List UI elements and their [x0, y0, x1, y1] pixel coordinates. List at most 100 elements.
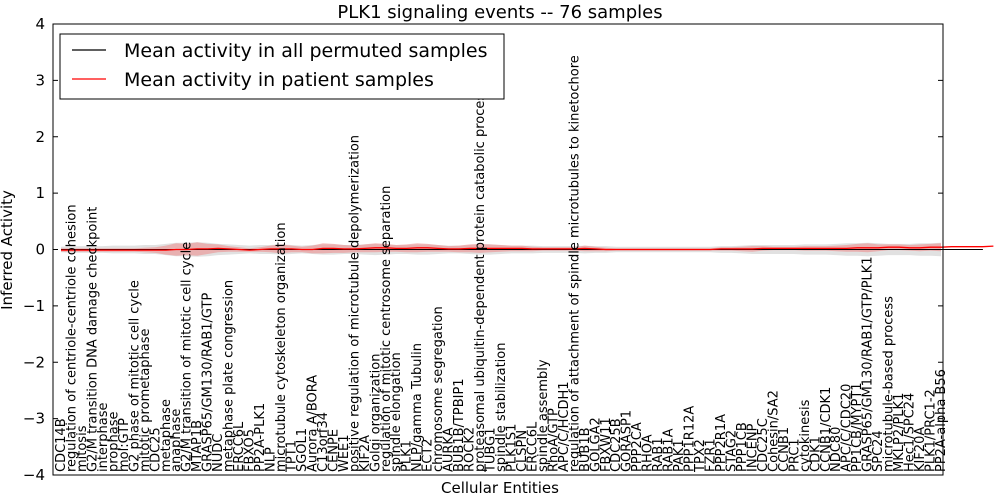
entity-label: positive regulation of microtubule depol…: [347, 135, 362, 472]
entity-label: TPT1: [284, 440, 299, 473]
entity-label: KIF20A: [913, 427, 928, 472]
entity-label: BUB1B/TPBIP1: [452, 378, 467, 472]
entity-label: AURKA: [442, 427, 457, 472]
entity-label: STAG2: [724, 430, 739, 472]
entity-label: RAB1: [651, 437, 666, 472]
entity-label: SPC24: [871, 430, 886, 472]
entity-label: metaphase: [159, 399, 174, 472]
legend-box: [59, 33, 505, 100]
y-tick-label: −1: [23, 297, 45, 315]
entity-label: PLK1: [400, 440, 415, 472]
entity-label: RAB1A: [662, 428, 677, 472]
entity-label: PP1CB/MYPT1: [850, 382, 865, 472]
entity-label: ROCK2: [463, 427, 478, 472]
entity-label: APC/C/HCDH1: [557, 381, 572, 472]
y-axis-label: Inferred Activity: [0, 190, 16, 310]
entity-label: PPP1R12A: [683, 406, 698, 472]
entity-label: CLSPN: [515, 430, 530, 472]
entity-label: CCNB1: [777, 427, 792, 472]
plot-area: [61, 242, 994, 257]
entity-label: Cohesin/SA2: [766, 390, 781, 472]
entity-label: TUBG1: [484, 428, 499, 474]
entity-label: interphase: [96, 402, 111, 472]
entity-label: TPX2: [693, 439, 708, 473]
entity-label: GRASP65/GM130/RAB1/GTP: [201, 293, 216, 472]
legend: Mean activity in all permuted samples Me…: [59, 33, 505, 100]
entity-label: PP2A-alpha B56: [934, 369, 949, 472]
entity-label: GORASP1: [620, 410, 635, 472]
entity-label: PPP2CA: [630, 422, 645, 472]
entity-label: regulation of mitotic centrosome separat…: [379, 186, 394, 472]
entity-label: cytokinesis: [798, 399, 813, 472]
axes: −4 −3 −2 −1 0 1 2 3 4: [23, 15, 944, 484]
entity-label: G2/M transition DNA damage checkpoint: [85, 207, 100, 472]
entity-label: PP2A-PLK1: [253, 403, 268, 472]
entity-label: metaphase plate congression: [222, 280, 237, 472]
entity-label: APC/C/CDC20: [840, 384, 855, 472]
entity-label: PRC1: [787, 438, 802, 472]
entity-label: MKLP2/PLK1: [892, 393, 907, 472]
entity-label: spindle assembly: [536, 359, 551, 472]
entity-label: NUDC: [211, 434, 226, 472]
entity-label: proteasomal ubiquitin-dependent protein …: [473, 87, 488, 472]
entity-label: Hec1/SPC24: [903, 393, 918, 472]
entity-label: mol:GTP: [117, 418, 132, 472]
entity-label: PAK1: [672, 439, 687, 472]
entity-label: G2 phase of mitotic cell cycle: [127, 280, 142, 472]
y-tick-label: 4: [35, 15, 45, 33]
entity-label: PLK1S1: [504, 424, 519, 472]
entity-label: G2/M transition of mitotic cell cycle: [180, 242, 195, 472]
entity-label: NLP: [264, 447, 279, 472]
entity-label: GRASP65/GM130/RAB1/GTP/PLK1: [861, 256, 876, 472]
y-tick-label: −3: [23, 410, 45, 428]
entity-label: ERCC6L: [525, 421, 540, 472]
entity-label: PLK1/PRC1-2: [924, 389, 939, 472]
legend-label-permuted: Mean activity in all permuted samples: [124, 40, 487, 62]
entity-label: KIF2A: [358, 435, 373, 472]
chart-title: PLK1 signaling events -- 76 samples: [337, 2, 662, 23]
entity-label: FZR1: [704, 438, 719, 472]
entity-label: anaphase: [169, 409, 184, 472]
entity-label: MTAP1B: [190, 420, 205, 472]
y-tick-label: 2: [35, 128, 45, 146]
y-tick-label: 3: [35, 71, 45, 89]
entity-label: GOLGA2: [588, 417, 603, 472]
entity-label: PPP2R1A: [714, 414, 729, 472]
entity-label: spindle elongation: [389, 352, 404, 472]
entity-label: regulation of centriole-centriole cohesi…: [64, 204, 79, 472]
entity-label: chromosome segregation: [431, 306, 446, 472]
entity-label: prophase: [106, 412, 121, 473]
entity-label: CDC25: [148, 427, 163, 472]
y-tick-label: −4: [23, 466, 45, 484]
entity-label: mitotic prometaphase: [138, 328, 153, 472]
entity-label: CCNB1/CDK1: [819, 387, 834, 472]
entity-label: ERCC6L: [232, 421, 247, 472]
entity-label: NDC80: [829, 427, 844, 472]
entity-label: RhoA/GTP: [546, 408, 561, 472]
entity-label: BUB1B: [578, 427, 593, 472]
entity-label: CDC14B: [54, 418, 69, 472]
entity-label: microtubule-based process: [882, 296, 897, 472]
y-tick-label: 1: [35, 184, 45, 202]
entity-label: regulation of attachment of spindle micr…: [567, 55, 582, 472]
entity-label: Golgi organization: [368, 354, 383, 472]
y-tick-label: 0: [35, 241, 45, 259]
entity-label: WEE1: [337, 434, 352, 472]
entity-label: microtubule cytoskeleton organization: [274, 222, 289, 472]
legend-label-patient: Mean activity in patient samples: [124, 69, 434, 91]
entity-label: ECT2: [421, 438, 436, 472]
entity-label: SGOL1: [295, 428, 310, 472]
entity-label: Aurora A/BORA: [305, 375, 320, 472]
entity-label: C13orf34: [316, 412, 331, 472]
entity-label: FBXW11: [599, 417, 614, 472]
entity-label: mitosis: [75, 425, 90, 472]
entity-label: CDC25C: [756, 418, 771, 472]
entity-label: RHOA: [641, 434, 656, 472]
entity-label: CENPE: [326, 429, 341, 472]
entity-label: PPP1CB: [735, 422, 750, 472]
entity-label: NLP/gamma Tubulin: [410, 343, 425, 472]
entity-label: spindle stabilization: [494, 343, 509, 473]
x-axis-label: Cellular Entities: [441, 479, 559, 497]
